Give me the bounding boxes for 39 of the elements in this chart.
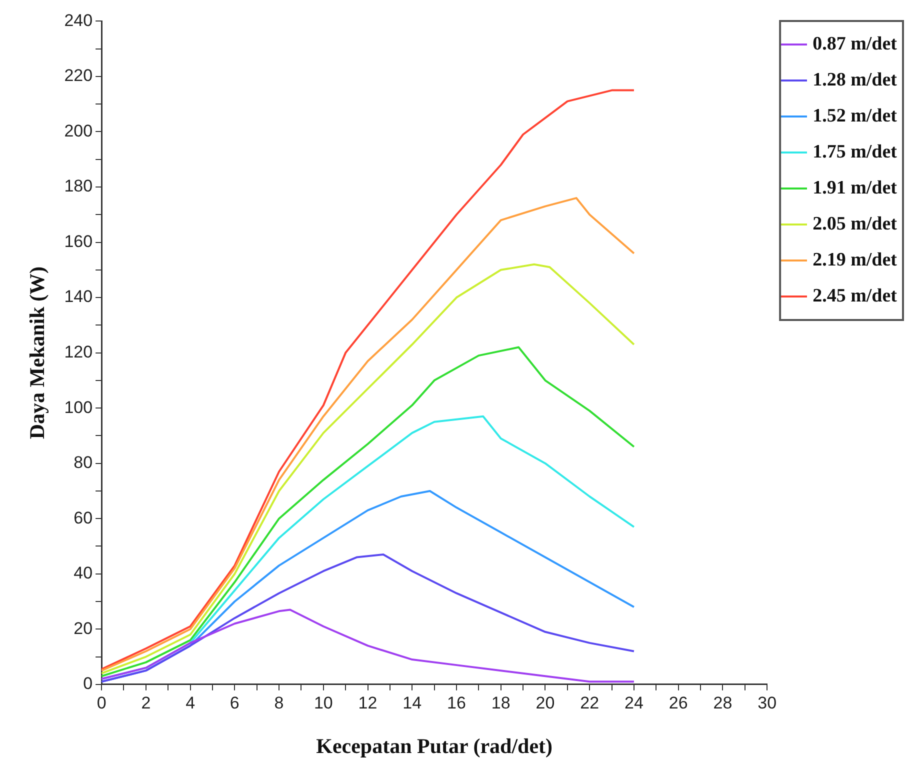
x-tick-label: 22 bbox=[580, 693, 600, 712]
legend-label: 2.05 m/det bbox=[812, 213, 898, 234]
x-tick-label: 30 bbox=[758, 693, 777, 712]
x-axis-title: Kecepatan Putar (rad/det) bbox=[316, 734, 553, 758]
x-tick-label: 20 bbox=[536, 693, 555, 712]
x-tick-label: 16 bbox=[447, 693, 466, 712]
x-tick-label: 24 bbox=[624, 693, 644, 712]
y-tick-label: 80 bbox=[74, 453, 93, 472]
y-axis-title: Daya Mekanik (W) bbox=[25, 266, 50, 440]
x-tick-label: 26 bbox=[668, 693, 688, 712]
x-tick-label: 28 bbox=[713, 693, 732, 712]
y-tick-label: 140 bbox=[64, 287, 93, 306]
x-tick-label: 0 bbox=[96, 693, 106, 712]
legend-label: 1.75 m/det bbox=[812, 141, 898, 162]
x-tick-label: 14 bbox=[402, 693, 422, 712]
x-tick-label: 2 bbox=[141, 693, 151, 712]
legend-label: 1.91 m/det bbox=[812, 177, 898, 198]
legend-label: 1.28 m/det bbox=[812, 69, 898, 90]
legend-label: 0.87 m/det bbox=[812, 33, 898, 54]
y-tick-label: 240 bbox=[64, 10, 93, 30]
y-tick-label: 60 bbox=[74, 508, 93, 528]
y-tick-label: 40 bbox=[74, 564, 93, 583]
x-tick-label: 4 bbox=[186, 693, 196, 712]
y-tick-label: 20 bbox=[74, 618, 93, 638]
y-tick-label: 200 bbox=[64, 121, 93, 140]
x-tick-label: 12 bbox=[358, 693, 378, 712]
legend-label: 2.45 m/det bbox=[812, 285, 898, 306]
y-tick-label: 120 bbox=[64, 342, 93, 362]
legend-label: 1.52 m/det bbox=[812, 105, 898, 126]
legend-label: 2.19 m/det bbox=[812, 249, 898, 270]
x-tick-label: 6 bbox=[230, 693, 240, 712]
y-tick-label: 220 bbox=[64, 66, 93, 86]
y-tick-label: 160 bbox=[64, 232, 93, 251]
y-tick-label: 180 bbox=[64, 176, 93, 196]
y-tick-label: 100 bbox=[64, 398, 93, 417]
x-tick-label: 18 bbox=[491, 693, 510, 712]
x-tick-label: 8 bbox=[274, 693, 284, 712]
x-tick-label: 10 bbox=[314, 693, 333, 712]
y-tick-label: 0 bbox=[83, 674, 93, 694]
